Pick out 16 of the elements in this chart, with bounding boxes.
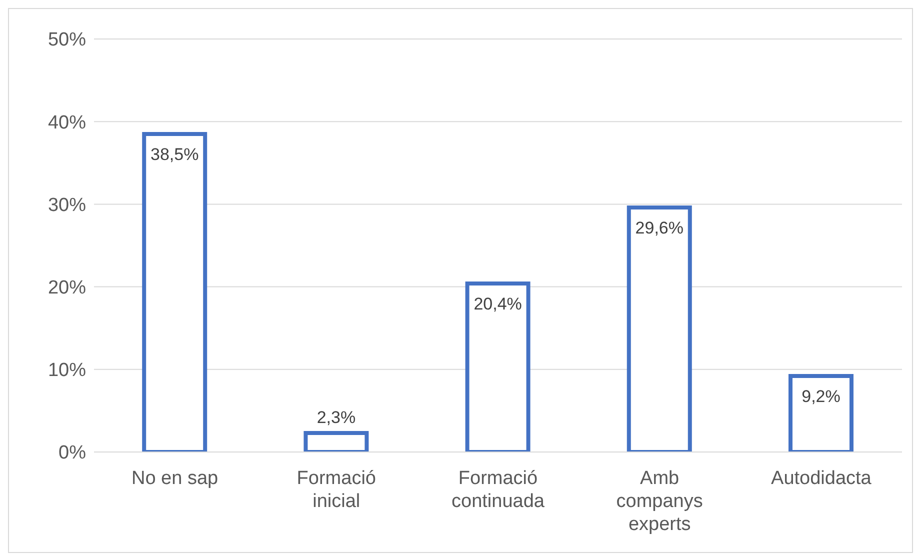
y-tick-label: 30% xyxy=(48,194,86,216)
x-tick-label: Amb companys experts xyxy=(616,468,703,535)
y-tick-label: 20% xyxy=(48,278,86,299)
x-tick-label: No en sap xyxy=(131,468,218,489)
x-tick-label: Formació continuada xyxy=(452,468,545,512)
y-tick-label: 10% xyxy=(48,360,86,382)
data-label: 9,2% xyxy=(802,387,840,406)
x-tick-label: Formació inicial xyxy=(296,468,376,512)
x-tick-label: Autodidacta xyxy=(771,468,872,489)
y-tick-label: 0% xyxy=(58,442,86,464)
y-tick-label: 50% xyxy=(48,30,86,51)
data-label: 2,3% xyxy=(316,408,356,427)
data-label: 38,5% xyxy=(150,144,199,164)
data-label: 20,4% xyxy=(474,294,522,314)
data-label: 29,6% xyxy=(635,218,684,238)
y-tick-label: 40% xyxy=(48,112,86,134)
